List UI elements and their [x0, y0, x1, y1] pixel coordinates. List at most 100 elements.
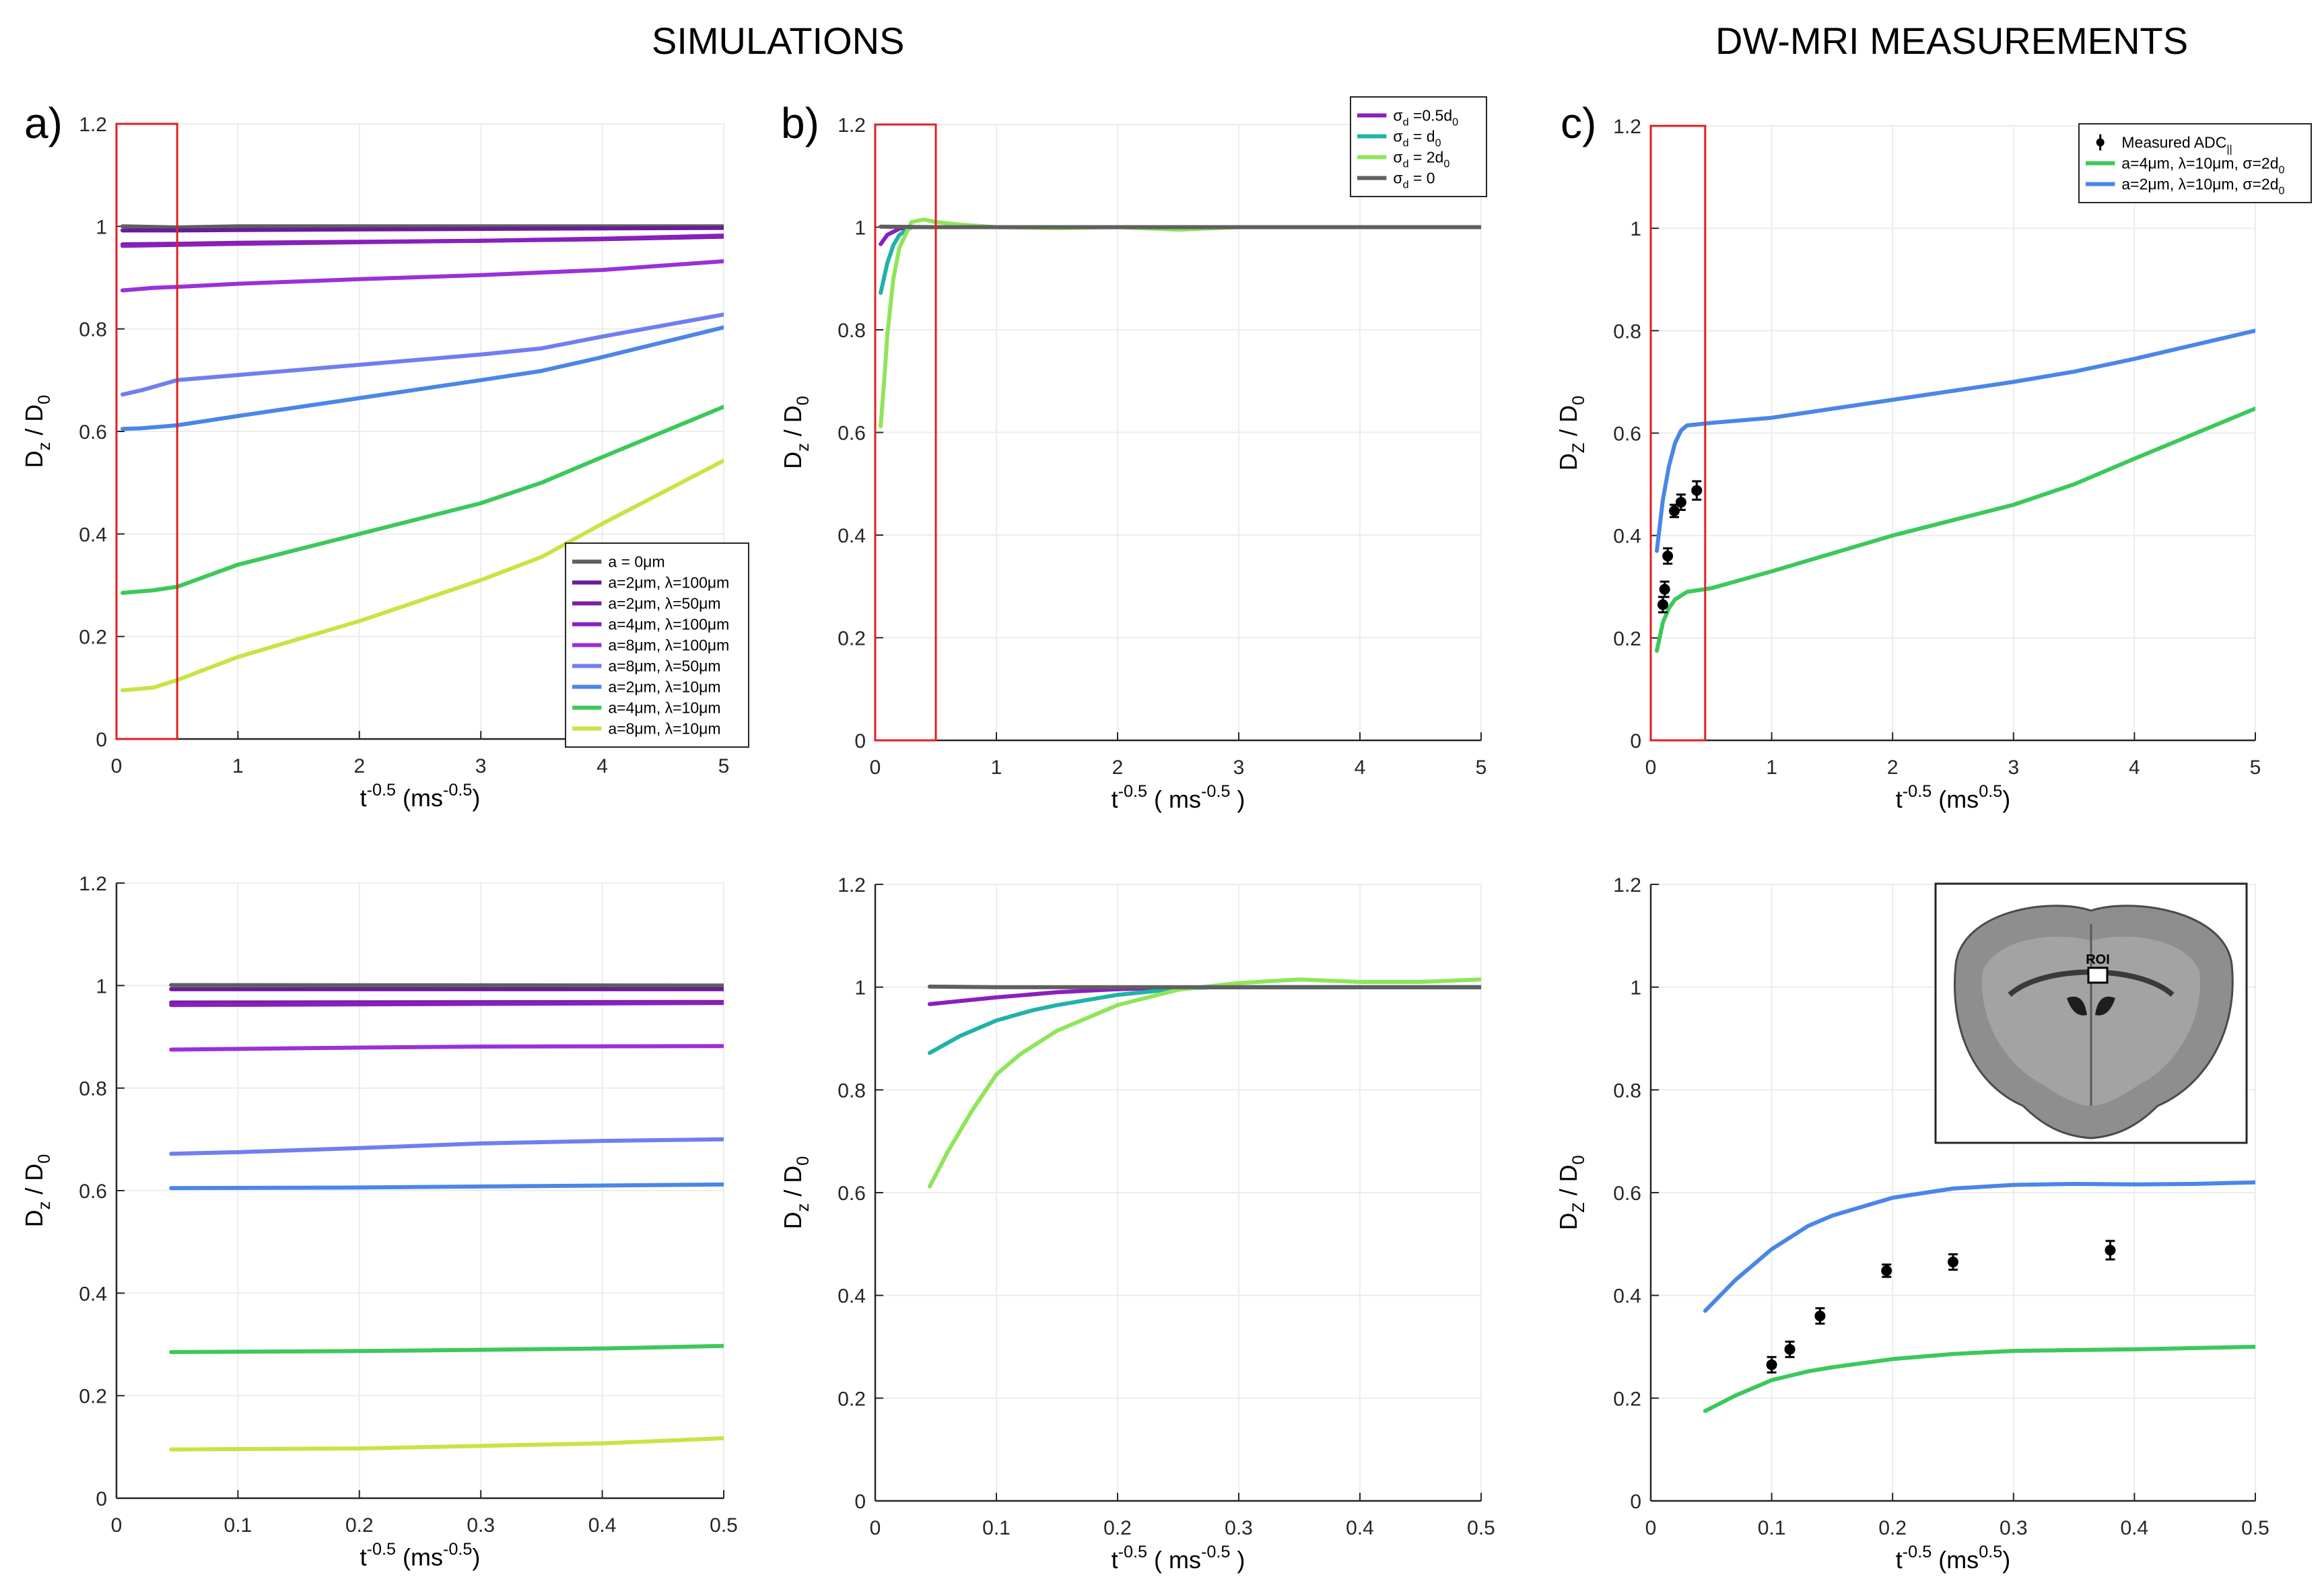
series-line: [121, 312, 724, 397]
x-tick-label: 1: [991, 757, 1002, 779]
x-tick-label: 0.3: [467, 1514, 495, 1537]
y-tick-label: 0: [1630, 730, 1641, 752]
x-tick-label: 3: [1233, 757, 1245, 779]
legend-label: σd =0.5d0​: [1393, 107, 1458, 129]
roi-label: ROI: [2086, 952, 2110, 967]
y-tick-label: 1.2: [1613, 116, 1641, 138]
measurements-header: DW-MRI MEASUREMENTS: [1715, 20, 2189, 62]
legend-label: σd = 0: [1393, 170, 1435, 191]
x-tick-label: 0.3: [2000, 1517, 2028, 1539]
x-tick-label: 5: [1476, 757, 1487, 779]
series-line: [928, 977, 1481, 1189]
data-point: [1766, 1359, 1777, 1370]
legend-label: a=8μm, λ=10μm: [608, 720, 720, 738]
x-tick-label: 5: [2250, 757, 2261, 779]
y-tick-label: 0.6: [838, 1183, 866, 1205]
legend-box: [2078, 123, 2312, 203]
series-line: [1655, 407, 2255, 653]
x-tick-label: 1: [1766, 757, 1777, 779]
panel-label-a: a): [24, 99, 63, 147]
series-line: [169, 1044, 724, 1052]
y-tick-label: 1.2: [838, 114, 866, 137]
chart-c_top: 0 1 2 3 4 5 0 0.2 0.4 0.6 0.8 1 1.2 t-0.5 (ms0.5) DZ /…: [1554, 116, 2312, 813]
series-line: [1703, 1345, 2255, 1413]
y-axis-label: DZ / D0​: [1554, 396, 1588, 470]
y-tick-label: 0.2: [1613, 1388, 1641, 1410]
x-axis-label: t-0.5 ( ms-0.5 ): [1112, 782, 1245, 813]
y-axis-label: Dz / D0​: [779, 1156, 813, 1230]
y-tick-label: 1.2: [838, 874, 866, 896]
series-line: [121, 225, 724, 233]
y-axis-label: Dz / D0​: [20, 1154, 54, 1228]
y-tick-label: 0.8: [838, 320, 866, 342]
x-axis-label: t-0.5 (ms-0.5): [360, 781, 481, 812]
chart-b_bottom: 0 0.1 0.2 0.3 0.4 0.5 0 0.2 0.4 0.6 0.8 1 1.2 t-0.5 (…: [779, 874, 1495, 1574]
chart-b_top: 0 1 2 3 4 5 0 0.2 0.4 0.6 0.8 1 1.2 t-0.5 ( ms-0.5 ) D…: [779, 96, 1487, 813]
legend-label: a=4μm, λ=10μm: [608, 699, 720, 717]
y-tick-label: 0: [854, 1491, 866, 1513]
x-tick-label: 0: [1645, 1517, 1657, 1539]
roi-box: [2087, 966, 2109, 984]
legend-swatch-point: [2096, 138, 2105, 147]
chart-a_top: 0 1 2 3 4 5 0 0.2 0.4 0.6 0.8 1 1.2 t-0.5 (ms-0.5) Dz …: [20, 114, 749, 812]
x-tick-label: 0.5: [2241, 1517, 2269, 1539]
x-tick-label: 0.2: [1878, 1517, 1907, 1539]
series-line: [121, 458, 724, 693]
y-tick-label: 1: [1630, 218, 1641, 240]
data-point: [2105, 1244, 2116, 1256]
y-tick-label: 0.2: [838, 1388, 866, 1410]
x-tick-label: 5: [718, 755, 730, 777]
x-tick-label: 0.1: [1758, 1517, 1786, 1539]
legend-label: a=2μm, λ=10μm, σ=2d0​: [2121, 176, 2284, 197]
legend-label: a=2μm, λ=50μm: [608, 595, 720, 612]
y-tick-label: 1: [1630, 977, 1641, 999]
y-tick-label: 0.4: [1613, 526, 1641, 548]
legend-label: a=2μm, λ=100μm: [608, 574, 729, 592]
data-point: [1659, 584, 1670, 595]
data-point: [1691, 485, 1703, 496]
y-tick-label: 1: [854, 977, 866, 999]
x-tick-label: 0.5: [710, 1514, 738, 1537]
y-tick-label: 0.4: [1613, 1286, 1641, 1308]
data-point: [1657, 599, 1668, 610]
x-tick-label: 0.4: [1346, 1517, 1374, 1539]
y-tick-label: 0.4: [79, 1283, 107, 1305]
x-tick-label: 2: [1887, 757, 1899, 779]
data-point: [1814, 1310, 1826, 1322]
series-line: [169, 1182, 724, 1191]
x-axis-label: t-0.5 (ms-0.5): [360, 1540, 481, 1571]
legend-label: a=4μm, λ=10μm, σ=2d0​: [2121, 155, 2284, 176]
x-axis-label: t-0.5 (ms0.5): [1896, 782, 2010, 813]
legend-label: a=8μm, λ=50μm: [608, 658, 720, 675]
simulations-header: SIMULATIONS: [652, 20, 905, 62]
y-tick-label: 1: [96, 216, 107, 238]
x-tick-label: 0.4: [2121, 1517, 2149, 1539]
series-line: [121, 325, 724, 431]
y-tick-label: 0.8: [1613, 320, 1641, 343]
y-axis-label: Dz / D0​: [779, 396, 813, 469]
y-tick-label: 1.2: [79, 114, 107, 136]
x-tick-label: 4: [596, 755, 608, 777]
y-tick-label: 0.6: [1613, 1183, 1641, 1205]
series-line: [169, 1436, 724, 1452]
y-tick-label: 0.4: [79, 524, 107, 546]
data-point: [1881, 1265, 1892, 1277]
x-tick-label: 3: [2008, 757, 2019, 779]
highlight-box: [115, 122, 178, 740]
series-line: [121, 259, 724, 293]
legend: Measured ADC||​a=4μm, λ=10μm, σ=2d0​a=2μ…: [2078, 123, 2312, 203]
x-tick-label: 0.1: [224, 1514, 252, 1537]
y-tick-label: 0.8: [79, 1078, 107, 1100]
y-tick-label: 0.2: [79, 627, 107, 649]
x-tick-label: 1: [232, 755, 244, 777]
y-tick-label: 0.4: [838, 525, 866, 547]
brain-slice-image: [1954, 905, 2234, 1139]
legend-label: a=2μm, λ=10μm: [608, 678, 720, 696]
series-line: [169, 1001, 724, 1008]
data-point: [1784, 1343, 1796, 1355]
x-tick-label: 0: [1645, 757, 1657, 779]
series-line: [1703, 1180, 2255, 1313]
data-point: [1662, 551, 1674, 562]
y-tick-label: 0: [854, 730, 866, 752]
